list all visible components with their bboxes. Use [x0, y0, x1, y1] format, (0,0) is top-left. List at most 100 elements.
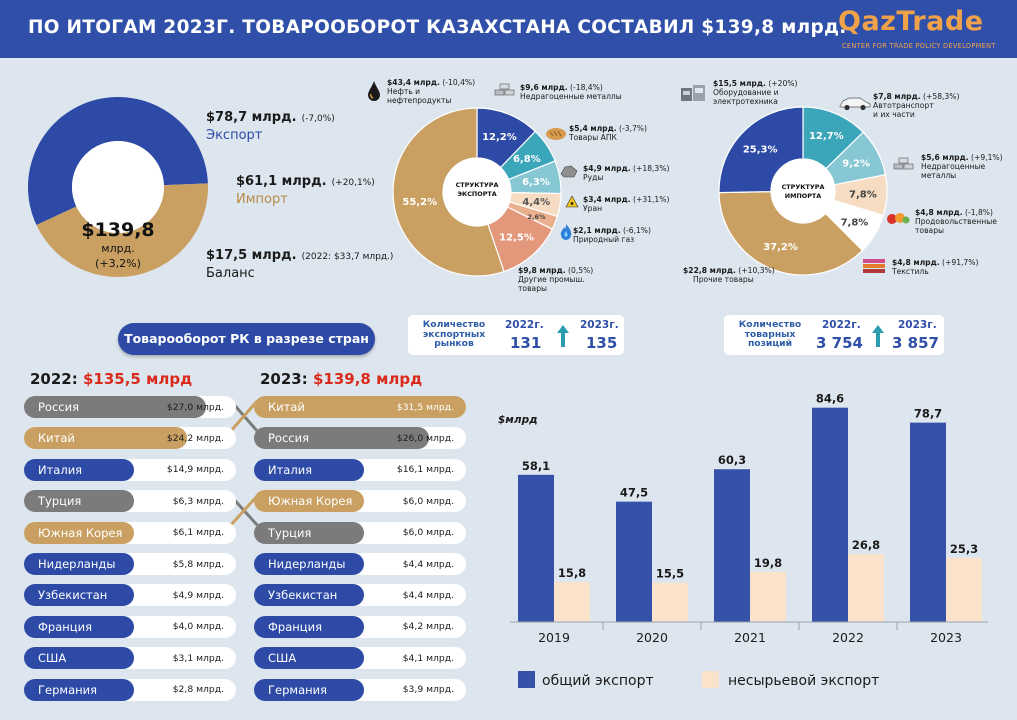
left-country-value: $5,8 млрд.	[172, 558, 224, 570]
left-country-bar	[24, 553, 135, 575]
left-country-value: $3,1 млрд.	[172, 652, 224, 664]
left-country-name: Италия	[38, 462, 83, 477]
turnover-donut-hole	[72, 141, 164, 233]
turnover-donut	[27, 97, 209, 278]
bar-nonraw-2022	[848, 554, 884, 622]
export-change: (-7,0%)	[301, 114, 335, 124]
bar-label-nonraw-2021: 19,8	[754, 556, 782, 570]
left-country-name: Нидерланды	[38, 557, 116, 571]
left-country-row: США $3,1 млрд.	[24, 647, 236, 670]
balance-summary: $17,5 млрд. (2022: $33,7 млрд.) Баланс	[206, 244, 393, 281]
bread-icon	[546, 128, 566, 140]
export-label: Экспорт	[206, 128, 263, 143]
export-slice-label-3: 4,4%	[522, 197, 550, 208]
left-country-value: $4,0 млрд.	[172, 621, 224, 633]
import-item-metals: $5,6 млрд. (+9,1%) Недрагоценные металлы	[921, 153, 1003, 180]
right-country-name: Китай	[268, 400, 305, 414]
turnover-total: $139,8	[81, 219, 154, 241]
export-markets-label: Количество экспортных рынков	[422, 319, 486, 350]
balance-value: $17,5 млрд.	[206, 248, 297, 263]
left-country-row: Узбекистан $4,9 млрд.	[24, 584, 236, 607]
car-icon	[839, 97, 871, 111]
export-item-gas: $2,1 млрд. (-6,1%) Природный газ	[573, 226, 651, 244]
export-structure-svg: 12,2% 6,8% 6,3% 4,4% 2,6% 12,5% 55,2% СТРУКТУР…	[392, 107, 562, 277]
turnover-change: (+3,2%)	[95, 257, 141, 270]
countries-header: Товарооборот РК в разрезе стран	[118, 323, 375, 355]
header-bar: ПО ИТОГАМ 2023Г. ТОВАРООБОРОТ КАЗАХСТАНА…	[0, 0, 1017, 58]
export-item-oil: $43,4 млрд. (-10,4%) Нефть и нефтепродукты	[387, 78, 476, 105]
left-country-name: Россия	[38, 400, 80, 414]
import-item-other: $22,8 млрд. (+10,3%) Прочие товары	[683, 266, 775, 284]
positions-value-2022: 3 754	[816, 334, 863, 352]
rank-shift-connectors	[228, 400, 260, 526]
right-country-name: Россия	[268, 431, 310, 446]
left-country-row: Южная Корея $6,1 млрд.	[24, 521, 236, 544]
qaztrade-logo: QazTrade CENTER FOR TRADE POLICY DEVELOP…	[838, 6, 1008, 54]
bar-nonraw-2021	[750, 571, 786, 622]
bar-total-2022	[812, 407, 848, 622]
right-country-bar	[254, 521, 365, 544]
right-country-name: Южная Корея	[268, 494, 353, 509]
left-country-value: $4,9 млрд.	[172, 589, 224, 601]
left-country-bar	[24, 458, 135, 481]
export-slice-label-4: 2,6%	[527, 213, 546, 221]
bar-label-total-2022: 84,6	[816, 392, 844, 406]
export-structure-title-2: ЭКСПОРТА	[457, 190, 496, 198]
x-tick-2023: 2023	[930, 630, 962, 645]
left-country-bar	[24, 490, 135, 513]
right-country-row: США $4,1 млрд.	[254, 647, 466, 670]
export-slice-labels: 12,2% 6,8% 6,3% 4,4% 2,6% 12,5% 55,2%	[402, 132, 550, 244]
right-country-bar	[254, 427, 429, 450]
import-metal-bars-icon	[893, 157, 914, 170]
right-country-row: Германия $3,9 млрд.	[254, 678, 466, 701]
left-country-name: Германия	[38, 682, 98, 697]
bar-label-nonraw-2020: 15,5	[656, 567, 684, 581]
markets-value-2022: 131	[510, 334, 542, 352]
right-country-name: Италия	[268, 462, 313, 477]
export-markets-box: Количество экспортных рынков 2022г. 131 20…	[408, 315, 624, 355]
arrow-up-icon	[557, 325, 569, 347]
import-slice-labels: 12,7% 9,2% 7,8% 7,8% 37,2% 25,3%	[743, 131, 877, 253]
left-country-bar	[24, 521, 135, 544]
markets-year-2023: 2023г.	[580, 319, 619, 331]
right-country-bar	[254, 678, 365, 701]
right-country-name: Нидерланды	[268, 557, 346, 571]
right-country-value: $31,5 млрд.	[396, 401, 454, 413]
left-country-value: $2,8 млрд.	[172, 684, 224, 696]
left-country-name: США	[38, 651, 67, 666]
bar-total-2021	[714, 469, 750, 622]
export-slice-label-6: 55,2%	[402, 197, 437, 208]
right-country-row: Нидерланды $4,4 млрд.	[254, 553, 466, 575]
positions-value-2023: 3 857	[892, 334, 939, 352]
import-summary: $61,1 млрд. (+20,1%) Импорт	[236, 170, 375, 207]
right-country-value: $4,4 млрд.	[402, 558, 454, 570]
x-tick-2019: 2019	[538, 630, 570, 645]
right-country-row: Италия $16,1 млрд.	[254, 458, 466, 481]
right-country-bar	[254, 647, 365, 670]
bar-label-total-2020: 47,5	[620, 486, 648, 500]
legend-total-export: общий экспорт	[542, 673, 654, 689]
import-slice-label-4: 37,2%	[763, 242, 798, 253]
oil-drop-icon	[368, 81, 380, 101]
left-country-value: $6,3 млрд.	[172, 495, 224, 507]
right-country-name: Франция	[268, 619, 322, 634]
right-country-name: Турция	[268, 525, 312, 540]
left-country-name: Китай	[38, 431, 75, 446]
logo-text: QazTrade	[838, 6, 984, 37]
left-country-bar	[24, 615, 135, 638]
right-country-value: $6,0 млрд.	[402, 495, 454, 507]
import-item-cars: $7,8 млрд. (+58,3%) Автотранспорт и их час…	[873, 92, 960, 119]
left-country-name: Франция	[38, 619, 92, 634]
positions-year-2022: 2022г.	[822, 319, 861, 331]
right-country-row: Турция $6,0 млрд.	[254, 521, 466, 544]
import-slice-label-3: 7,8%	[841, 217, 869, 228]
export-item-agro: $5,4 млрд. (-3,7%) Товары АПК	[569, 124, 647, 142]
positions-arrow-up-icon	[872, 325, 884, 347]
right-country-name: США	[268, 651, 297, 666]
import-slice-label-0: 12,7%	[809, 131, 844, 142]
export-item-uranium: $3,4 млрд. (+31,1%) Уран	[583, 195, 670, 213]
right-country-bar	[254, 615, 365, 638]
left-country-value: $24,2 млрд.	[166, 432, 224, 444]
right-country-bar	[254, 396, 466, 418]
right-country-bar	[254, 553, 365, 575]
